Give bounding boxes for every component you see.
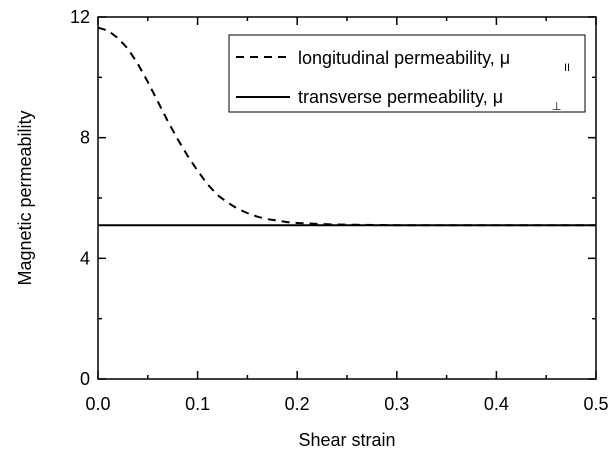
y-tick-label: 12	[70, 7, 90, 27]
x-axis-title: Shear strain	[298, 430, 395, 450]
x-tick-label: 0.2	[285, 394, 310, 414]
legend-box	[228, 34, 586, 113]
x-tick-label: 0.4	[484, 394, 509, 414]
legend-label-transverse: transverse permeability, μ	[298, 87, 503, 107]
y-axis-title: Magnetic permeability	[15, 110, 35, 285]
legend: longitudinal permeability, μ II transver…	[228, 34, 586, 113]
series-layer	[97, 26, 596, 227]
legend-subscript-transverse: ⊥	[552, 101, 562, 113]
y-tick-label: 0	[80, 369, 90, 389]
y-tick-label: 4	[80, 248, 90, 268]
axis-tick-labels: 0.0 0.1 0.2 0.3 0.4 0.5 0 4 8 12	[70, 7, 609, 414]
x-tick-label: 0.3	[384, 394, 409, 414]
legend-label-longitudinal: longitudinal permeability, μ	[298, 48, 510, 68]
axis-ticks	[97, 16, 597, 380]
y-tick-label: 8	[80, 128, 90, 148]
x-tick-label: 0.0	[85, 394, 110, 414]
x-tick-label: 0.1	[185, 394, 210, 414]
x-tick-label: 0.5	[583, 394, 608, 414]
legend-subscript-longitudinal: II	[564, 62, 570, 74]
